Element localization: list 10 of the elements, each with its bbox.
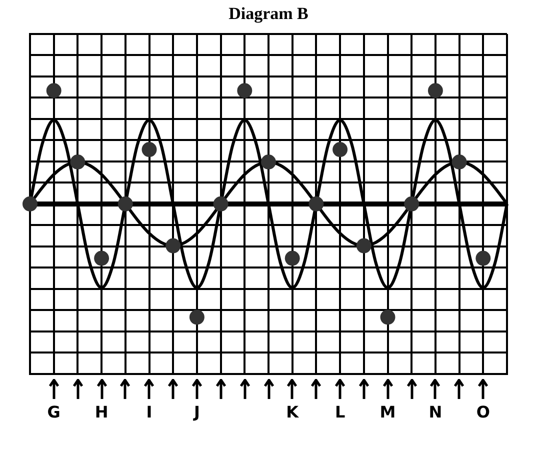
chart-title: Diagram B <box>228 4 310 24</box>
x-tick-label: G <box>47 402 60 422</box>
x-tick-label: O <box>476 402 490 422</box>
x-tick-label: N <box>428 402 442 422</box>
x-tick-label: L <box>334 402 346 422</box>
x-tick-label: J <box>192 402 200 422</box>
x-tick-label: H <box>94 402 108 422</box>
x-tick-label: M <box>380 402 396 422</box>
x-tick-label: I <box>146 402 152 422</box>
x-tick-label: K <box>286 402 300 422</box>
